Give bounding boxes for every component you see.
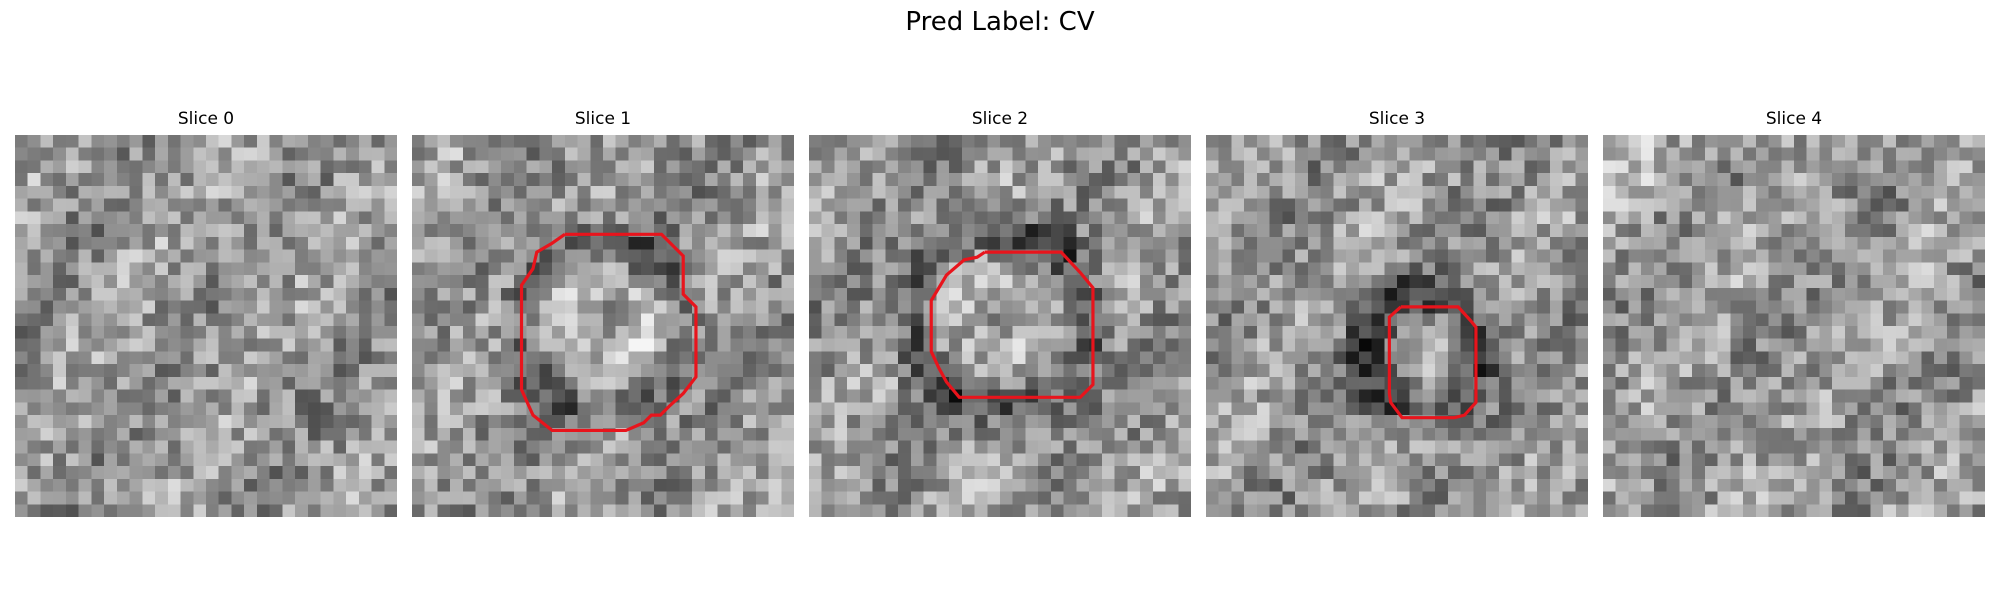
slice-3-image bbox=[1206, 135, 1588, 517]
slice-1-image bbox=[412, 135, 794, 517]
figure-title: Pred Label: CV bbox=[905, 7, 1095, 37]
slice-0-image bbox=[15, 135, 397, 517]
panel-title-slice-2: Slice 2 bbox=[971, 109, 1029, 129]
panel-title-slice-0: Slice 0 bbox=[177, 109, 235, 129]
slice-4-image bbox=[1603, 135, 1985, 517]
slice-2-contour bbox=[929, 250, 1095, 399]
slice-3-contour bbox=[1387, 305, 1478, 420]
panel-title-slice-1: Slice 1 bbox=[574, 109, 632, 129]
slice-2-image bbox=[809, 135, 1191, 517]
slice-1-contour bbox=[519, 232, 698, 433]
panel-title-slice-3: Slice 3 bbox=[1368, 109, 1426, 129]
panel-title-slice-4: Slice 4 bbox=[1765, 109, 1823, 129]
